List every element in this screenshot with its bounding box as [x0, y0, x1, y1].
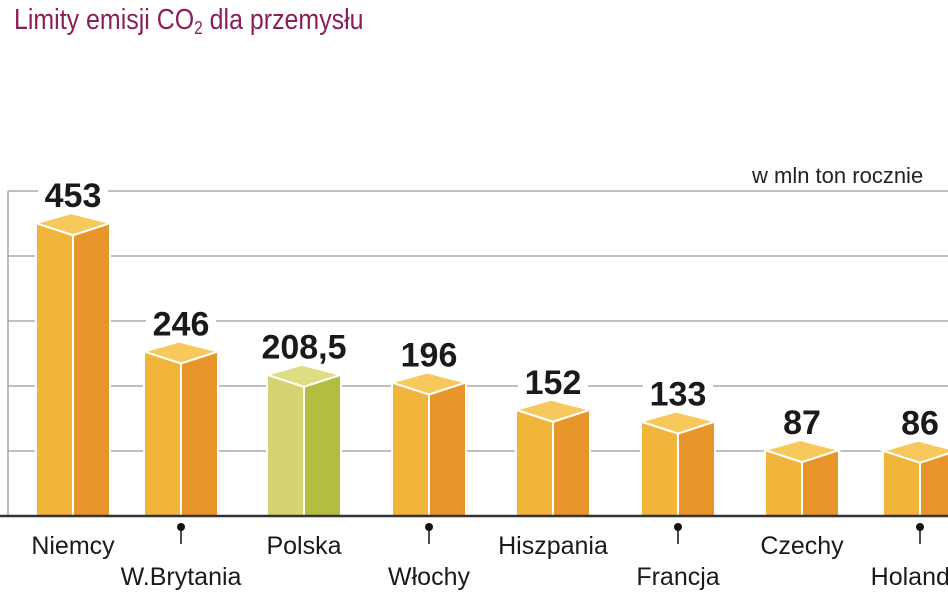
title-text-end: dla przemysłu [202, 4, 364, 36]
bar-right-face [303, 373, 342, 517]
value-label: 208,5 [261, 329, 346, 367]
value-label: 133 [650, 376, 707, 414]
value-label: 86 [901, 405, 939, 443]
bar-wochy: 196 Włochy [388, 334, 470, 591]
value-label: 453 [45, 177, 102, 215]
category-label: Włochy [388, 563, 470, 591]
category-label: Francja [636, 563, 719, 591]
bar-left-face [640, 420, 679, 517]
value-label: 152 [525, 364, 582, 402]
chart-title: Limity emisji CO2 dla przemysłu [14, 4, 364, 39]
bar-top-face [761, 439, 843, 464]
bar-polska: 208,5 Polska [249, 326, 359, 560]
value-label-bg [518, 361, 588, 400]
value-label-bg [895, 402, 945, 441]
value-label: 196 [401, 336, 458, 374]
bar-wbrytania: 246 W.Brytania [121, 303, 242, 591]
bar-top-face [388, 371, 470, 396]
value-label-bg [643, 373, 713, 412]
bar-left-face [515, 408, 554, 517]
value-label: 246 [153, 305, 210, 343]
bar-left-face [391, 381, 430, 517]
bar-top-face [512, 398, 594, 423]
category-label: Czechy [760, 532, 844, 560]
title-text: Limity emisji CO [14, 4, 195, 36]
bar-francja: 133 Francja [636, 373, 720, 591]
category-label: Holandia [871, 563, 948, 591]
bar-right-face [428, 381, 467, 517]
bar-left-face [143, 350, 182, 517]
bar-top-face [140, 340, 222, 365]
bar-hiszpania: 152 Hiszpania [498, 361, 608, 560]
bar-top-face [879, 439, 948, 464]
value-label-bg [146, 303, 216, 342]
bar-right-face [552, 408, 591, 517]
bar-right-face [180, 350, 219, 517]
category-label: Polska [266, 532, 341, 560]
value-label-bg [38, 175, 108, 214]
bar-top-face [32, 212, 114, 237]
bar-holandia: 86 Holandia [871, 402, 948, 591]
bar-niemcy: 453 Niemcy [31, 175, 115, 560]
value-label: 87 [783, 404, 821, 442]
category-label: Niemcy [31, 532, 115, 560]
bar-czechy: 87 Czechy [760, 402, 844, 560]
bar-top-face [263, 363, 345, 388]
bar-left-face [266, 373, 305, 517]
value-label-bg [777, 402, 827, 441]
bar-top-face [637, 410, 719, 435]
bar-left-face [35, 221, 74, 517]
bar-right-face [677, 420, 716, 517]
bar-right-face [72, 221, 111, 517]
title-subscript: 2 [194, 18, 203, 38]
category-label: W.Brytania [121, 563, 242, 591]
value-label-bg [394, 334, 464, 373]
value-label-bg [249, 326, 359, 365]
unit-label: w mln ton rocznie [751, 163, 923, 188]
category-label: Hiszpania [498, 532, 608, 560]
